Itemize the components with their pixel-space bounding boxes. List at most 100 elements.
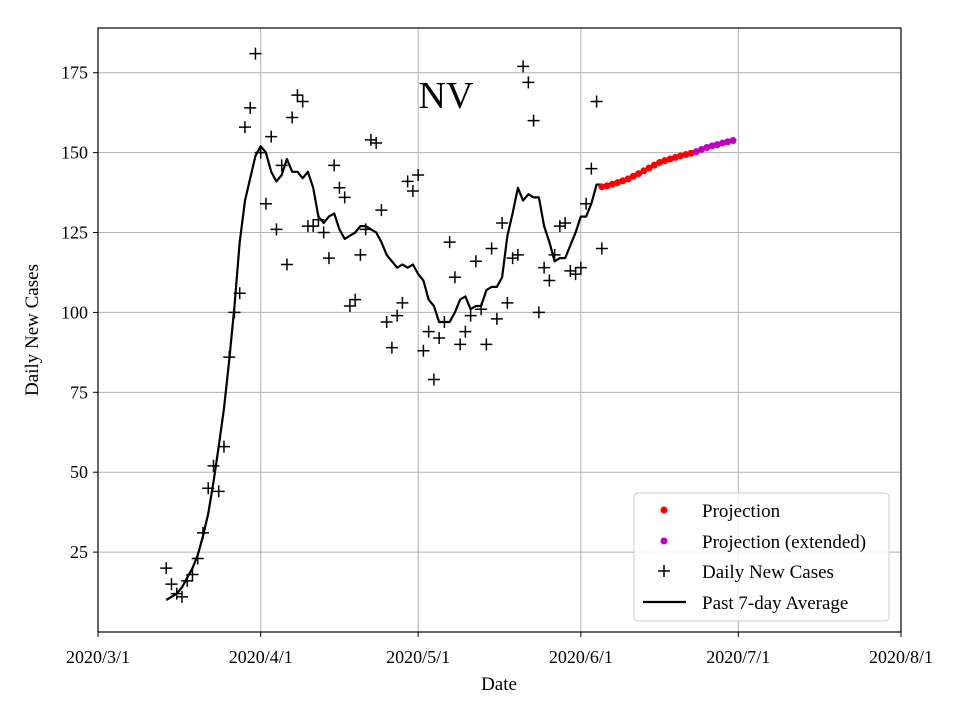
daily-case-point [280, 258, 293, 271]
daily-case-point [564, 264, 577, 277]
projection-point [687, 149, 695, 157]
daily-case-point [349, 293, 362, 306]
projection-point [603, 182, 611, 190]
chart-title: NV [419, 75, 474, 117]
daily-case-point [317, 226, 330, 239]
daily-case-point [574, 261, 587, 274]
series-projection-extended [692, 136, 737, 156]
projection-point [645, 164, 653, 172]
projection-point [640, 167, 648, 175]
daily-case-point [527, 114, 540, 127]
daily-case-point [511, 248, 524, 261]
daily-case-point [244, 101, 257, 114]
daily-case-point [307, 220, 320, 233]
daily-case-point [228, 306, 241, 319]
daily-case-point [501, 296, 514, 309]
projection-point [614, 179, 622, 187]
daily-case-point [559, 216, 572, 229]
daily-case-point [522, 76, 535, 89]
projection-point [635, 170, 643, 178]
daily-case-point [590, 95, 603, 108]
projection-extended-point [724, 138, 732, 146]
projection-extended-point [729, 136, 737, 144]
daily-case-point [233, 287, 246, 300]
legend-label-projection-extended: Projection (extended) [702, 532, 866, 553]
daily-case-point [553, 220, 566, 233]
daily-case-point [401, 175, 414, 188]
y-tick-label: 175 [61, 63, 88, 83]
y-tick-label: 100 [61, 302, 88, 322]
projection-extended-point [708, 142, 716, 150]
legend-box [633, 492, 890, 622]
daily-case-point [532, 306, 545, 319]
projection-point [598, 183, 606, 191]
x-tick-label: 2020/5/1 [386, 647, 450, 667]
projection-extended-point [698, 145, 706, 153]
series-projection [598, 149, 695, 191]
daily-case-point [328, 159, 341, 172]
daily-case-point [238, 121, 251, 134]
daily-case-point [517, 60, 530, 73]
projection-point [650, 161, 658, 169]
daily-case-point [375, 204, 388, 217]
daily-case-point [406, 184, 419, 197]
daily-case-point [490, 312, 503, 325]
y-tick-label: 25 [70, 542, 88, 562]
daily-case-point [396, 296, 409, 309]
daily-case-point [543, 274, 556, 287]
legend-label-projection: Projection [702, 501, 781, 522]
daily-case-point [259, 197, 272, 210]
daily-case-point [359, 223, 372, 236]
daily-case-point [249, 47, 262, 60]
daily-case-point [469, 255, 482, 268]
daily-case-point [496, 216, 509, 229]
projection-point [619, 177, 627, 185]
plot-frame [97, 27, 902, 633]
daily-case-point [433, 331, 446, 344]
daily-case-point [485, 242, 498, 255]
daily-case-point [338, 191, 351, 204]
projection-extended-point [692, 148, 700, 156]
daily-case-point [186, 568, 199, 581]
daily-case-point [291, 89, 304, 102]
y-tick-label: 125 [61, 223, 88, 243]
daily-case-point [480, 338, 493, 351]
daily-case-point [585, 162, 598, 175]
y-axis-ticks: 25 50 75 100 125 150 175 [61, 63, 98, 562]
daily-case-point [170, 587, 183, 600]
y-tick-label: 75 [70, 382, 88, 402]
daily-case-point [343, 300, 356, 313]
x-axis-ticks: 2020/3/1 2020/4/1 2020/5/1 2020/6/1 2020/7/1… [66, 632, 933, 667]
y-tick-label: 50 [70, 462, 88, 482]
daily-case-point [438, 316, 451, 329]
daily-case-point [412, 169, 425, 182]
daily-case-point [312, 213, 325, 226]
projection-point [666, 155, 674, 163]
y-axis-label: Daily New Cases [22, 264, 43, 396]
daily-case-point [254, 146, 267, 159]
daily-case-point [286, 111, 299, 124]
projection-point [629, 172, 637, 180]
projection-point [661, 157, 669, 165]
daily-case-point [165, 578, 178, 591]
daily-case-point [202, 482, 215, 495]
legend-marker-projection-extended [660, 537, 668, 545]
daily-case-point [296, 95, 309, 108]
daily-case-point [333, 181, 346, 194]
daily-case-point [207, 459, 220, 472]
daily-case-point [364, 133, 377, 146]
legend: Projection Projection (extended) Daily N… [633, 492, 890, 622]
daily-case-point [265, 130, 278, 143]
daily-case-point [385, 341, 398, 354]
projection-point [671, 153, 679, 161]
average-line [165, 145, 602, 601]
daily-case-point [322, 252, 335, 265]
daily-case-point [548, 248, 561, 261]
projection-point [682, 151, 690, 159]
x-tick-label: 2020/7/1 [706, 647, 770, 667]
daily-case-point [475, 303, 488, 316]
x-tick-label: 2020/8/1 [869, 647, 933, 667]
daily-case-point [443, 236, 456, 249]
daily-case-point [160, 562, 173, 575]
